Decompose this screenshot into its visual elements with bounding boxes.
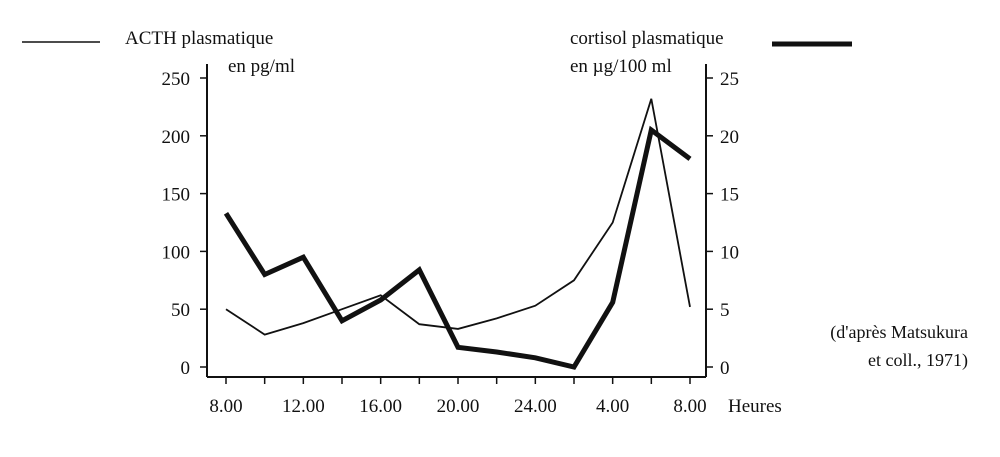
x-tick-label-0: 8.00 [209, 396, 242, 417]
left-y-tick-label-0: 0 [181, 358, 191, 379]
x-tick-label-6: 8.00 [673, 396, 706, 417]
x-tick-label-5: 4.00 [596, 396, 629, 417]
x-tick-label-4: 24.00 [514, 396, 557, 417]
cortisol-axis-label-line1: cortisol plasmatique [570, 28, 724, 49]
right-y-tick-label-1: 5 [720, 300, 730, 321]
left-y-tick-label-5: 250 [162, 69, 191, 90]
left-y-tick-label-3: 150 [162, 185, 191, 206]
x-ticks: 8.00 12.00 16.00 20.00 24.00 4.00 8.00 [209, 377, 707, 417]
x-tick-label-3: 20.00 [437, 396, 480, 417]
left-y-tick-label-4: 200 [162, 127, 191, 148]
x-tick-label-1: 12.00 [282, 396, 325, 417]
acth-axis-label-line1: ACTH plasmatique [125, 28, 273, 49]
x-axis-unit: Heures [728, 396, 782, 417]
source-note-line1: (d'après Matsukura [830, 322, 968, 343]
left-y-tick-label-2: 100 [162, 242, 191, 263]
source-note-line2: et coll., 1971) [868, 350, 968, 371]
acth-axis-label-line2: en pg/ml [228, 56, 295, 77]
x-tick-label-2: 16.00 [359, 396, 402, 417]
acth-series-line [225, 98, 691, 336]
right-y-tick-label-0: 0 [720, 358, 730, 379]
right-y-tick-label-4: 20 [720, 127, 739, 148]
right-y-tick-label-3: 15 [720, 185, 739, 206]
cortisol-series-line [223, 125, 692, 370]
left-y-tick-label-1: 50 [171, 300, 190, 321]
cortisol-axis-label-line2: en µg/100 ml [570, 56, 672, 77]
right-y-tick-label-5: 25 [720, 69, 739, 90]
left-y-ticks: 0 50 100 150 200 250 [162, 69, 207, 379]
right-y-ticks: 0 5 10 15 20 25 [706, 69, 739, 379]
series-layer [223, 98, 692, 370]
right-y-tick-label-2: 10 [720, 242, 739, 263]
